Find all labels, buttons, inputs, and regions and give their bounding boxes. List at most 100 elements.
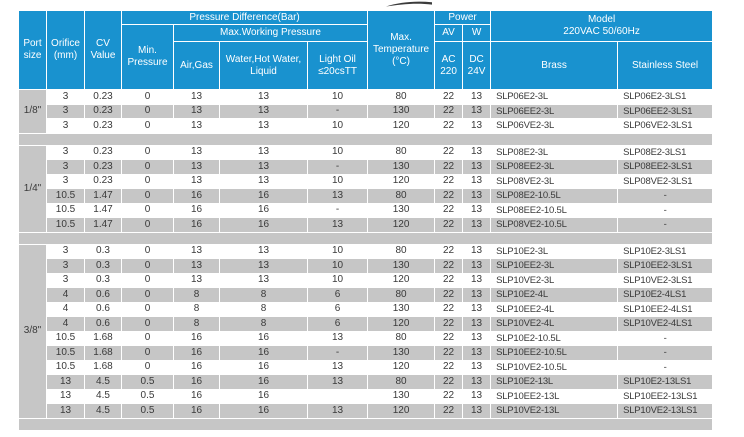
- cell-dc: 13: [462, 89, 492, 105]
- table-row: 4 0.6 0 8 8 6 80 22 13 SLP10E2-4L SLP10E2-4LS1: [19, 287, 714, 303]
- cell-max-temp: 120: [367, 173, 436, 189]
- cell-brass: SLP08VE2-3L: [490, 173, 619, 189]
- cell-cv: 0.23: [84, 159, 122, 175]
- cell-light-oil: 10: [306, 243, 369, 259]
- cell-air-gas: 16: [173, 345, 220, 361]
- cell-max-temp: 130: [367, 202, 436, 218]
- cell-stainless: -: [617, 359, 714, 375]
- table-row: 10.5 1.47 0 16 16 13 80 22 13 SLP08E2-10.5L -: [19, 188, 714, 204]
- header-water: Water,Hot Water, Liquid: [219, 41, 308, 90]
- cell-stainless: -: [617, 345, 714, 361]
- cell-stainless: SLP10EE2-3LS1: [617, 258, 714, 274]
- cell-brass: SLP06EE2-3L: [490, 103, 619, 119]
- table-row: 10.5 1.47 0 16 16-130 22 13 SLP08EE2-10.5L -: [19, 202, 714, 218]
- cell-ac: 22: [434, 330, 464, 346]
- cell-min-pressure: 0: [121, 330, 174, 346]
- cell-orifice: 10.5: [46, 188, 85, 204]
- cell-max-temp: 80: [367, 243, 436, 259]
- cell-air-gas: 16: [173, 330, 220, 346]
- cell-brass: SLP10VE2-4L: [490, 316, 619, 332]
- table-row: 4 0.6 0 8 8 6 130 22 13 SLP10EE2-4L SLP10EE2-4LS1: [19, 301, 714, 317]
- cell-ac: 22: [434, 345, 464, 361]
- cell-brass: SLP10VE2-3L: [490, 272, 619, 288]
- cell-light-oil: 6: [306, 287, 369, 303]
- cell-light-oil: 10: [306, 272, 369, 288]
- header-max-working-pressure: Max.Working Pressure: [172, 24, 369, 42]
- cell-port-size: 1/4": [18, 144, 47, 233]
- cell-light-oil: -: [306, 103, 369, 119]
- cell-cv: 4.5: [84, 403, 122, 419]
- cell-air-gas: 8: [173, 316, 220, 332]
- header-air-gas: Air,Gas: [173, 41, 220, 90]
- cell-dc: 13: [462, 103, 492, 119]
- header-min-pressure: Min. Pressure: [121, 24, 174, 90]
- cell-orifice: 13: [46, 388, 85, 404]
- table-row: 10.5 1.68 0 16 16-130 22 13 SLP10EE2-10.5L -: [19, 345, 714, 361]
- cell-ac: 22: [434, 388, 464, 404]
- cell-dc: 13: [462, 330, 492, 346]
- cell-dc: 13: [462, 287, 492, 303]
- cell-stainless: -: [617, 202, 714, 218]
- cell-light-oil: 13: [306, 359, 369, 375]
- cell-dc: 13: [462, 301, 492, 317]
- cell-cv: 0.6: [84, 316, 122, 332]
- cell-light-oil: -: [306, 345, 369, 361]
- cell-min-pressure: 0.5: [121, 374, 174, 390]
- cell-air-gas: 16: [173, 374, 220, 390]
- cell-min-pressure: 0.5: [121, 388, 174, 404]
- cell-min-pressure: 0: [121, 287, 174, 303]
- cell-orifice: 10.5: [46, 202, 85, 218]
- cell-air-gas: 13: [173, 173, 220, 189]
- table-header: Port size Orifice (mm) CV Value Pressure…: [18, 10, 714, 90]
- cell-water: 8: [219, 287, 308, 303]
- cell-stainless: SLP10EE2-4LS1: [617, 301, 714, 317]
- cell-light-oil: 6: [306, 316, 369, 332]
- table-row: 13 4.5 0.5 16 16 130 22 13 SLP10EE2-13L SLP10EE2-…: [19, 388, 714, 404]
- cell-ac: 22: [434, 272, 464, 288]
- table-row: 10.5 1.68 0 16 16 13 120 22 13 SLP10VE2-10.5L -: [19, 359, 714, 375]
- cell-min-pressure: 0: [121, 258, 174, 274]
- cell-water: 16: [219, 359, 308, 375]
- cell-orifice: 3: [46, 118, 85, 134]
- header-power-w: W: [462, 24, 492, 42]
- cell-ac: 22: [434, 316, 464, 332]
- cell-min-pressure: 0: [121, 359, 174, 375]
- cell-dc: 13: [462, 173, 492, 189]
- header-row-1: Port size Orifice (mm) CV Value Pressure…: [18, 10, 714, 90]
- cell-stainless: SLP08EE2-3LS1: [617, 159, 714, 175]
- cell-cv: 0.23: [84, 144, 122, 160]
- header-ac-220: AC 220: [434, 41, 464, 90]
- cell-min-pressure: 0: [121, 103, 174, 119]
- cell-air-gas: 13: [173, 272, 220, 288]
- cell-air-gas: 16: [173, 359, 220, 375]
- cell-water: 16: [219, 330, 308, 346]
- cell-brass: SLP08E2-10.5L: [490, 188, 619, 204]
- cell-min-pressure: 0: [121, 118, 174, 134]
- cell-orifice: 3: [46, 144, 85, 160]
- cell-max-temp: 120: [367, 359, 436, 375]
- cell-dc: 13: [462, 118, 492, 134]
- cell-min-pressure: 0: [121, 272, 174, 288]
- cell-water: 16: [219, 345, 308, 361]
- table-row: 10.5 1.47 0 16 16 13 120 22 13 SLP08VE2-10.5L -: [19, 217, 714, 233]
- cell-light-oil: -: [306, 159, 369, 175]
- table-row: 3 0.23 0 13 13 10 120 22 13 SLP08VE2-3L SLP08VE2-3…: [19, 173, 714, 189]
- table-row: 3 0.23 0 13 13 10 120 22 13 SLP06VE2-3L SLP06VE2-3…: [19, 118, 714, 134]
- cell-cv: 0.3: [84, 272, 122, 288]
- cell-brass: SLP10VE2-10.5L: [490, 359, 619, 375]
- table-row: 13 4.5 0.5 16 16 13 80 22 13 SLP10E2-13L SLP10E2-1…: [19, 374, 714, 390]
- header-cv-value: CV Value: [84, 10, 122, 90]
- cell-stainless: SLP10VE2-4LS1: [617, 316, 714, 332]
- separator-band: [17, 417, 714, 431]
- cell-brass: SLP10E2-4L: [490, 287, 619, 303]
- cell-max-temp: 80: [367, 374, 436, 390]
- cell-water: 16: [219, 374, 308, 390]
- cell-orifice: 4: [46, 316, 85, 332]
- table-row: 3 0.23 0 13 13-130 22 13 SLP08EE2-3L SLP08EE2-3L…: [19, 159, 714, 175]
- cell-air-gas: 16: [173, 388, 220, 404]
- cell-ac: 22: [434, 374, 464, 390]
- cell-air-gas: 16: [173, 403, 220, 419]
- cell-dc: 13: [462, 403, 492, 419]
- cell-max-temp: 80: [367, 330, 436, 346]
